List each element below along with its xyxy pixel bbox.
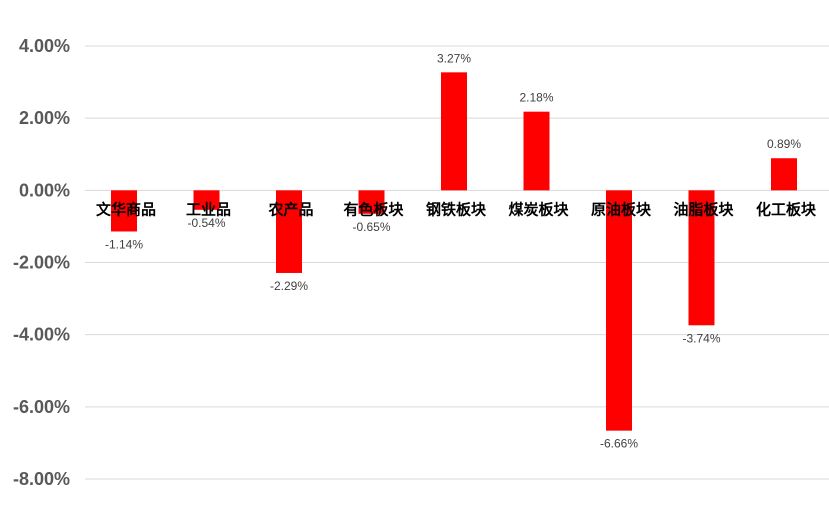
category-label: 油脂板块	[673, 200, 734, 218]
y-tick-label: -6.00%	[13, 397, 70, 417]
y-tick-label: 4.00%	[19, 36, 70, 56]
bar	[441, 72, 467, 191]
category-labels: 文华商品 工业品 农产品 有色板块 钢铁板块 煤炭板块 原油板块 油脂板块 化工板块	[96, 200, 817, 218]
category-label: 有色板块	[343, 200, 404, 218]
data-label: -2.29%	[270, 279, 308, 293]
bar	[606, 190, 632, 431]
category-label: 原油板块	[591, 200, 652, 218]
data-label: -6.66%	[600, 437, 638, 451]
data-label: 2.18%	[519, 91, 553, 105]
bar	[111, 190, 137, 232]
category-label: 工业品	[186, 200, 231, 218]
data-label: -0.54%	[187, 216, 225, 230]
bar	[523, 111, 550, 191]
category-label: 文华商品	[96, 200, 156, 218]
category-label: 农产品	[267, 200, 313, 218]
data-label: 3.27%	[437, 51, 471, 65]
data-label: -3.74%	[682, 331, 720, 345]
y-tick-label: -8.00%	[13, 469, 70, 489]
bar	[276, 190, 302, 273]
category-label: 化工板块	[756, 200, 817, 218]
data-labels: -1.14% -0.54% -2.29% -0.65% 3.27% 2.18% -6.66%…	[105, 51, 801, 450]
bar	[193, 190, 220, 210]
category-label: 煤炭板块	[508, 200, 569, 218]
bars	[111, 72, 797, 431]
data-label: -1.14%	[105, 237, 143, 251]
y-axis-tick-labels: 4.00% 2.00% 0.00% -2.00% -4.00% -6.00% -8.00%	[13, 36, 70, 489]
category-label: 钢铁板块	[426, 200, 487, 218]
y-tick-label: 2.00%	[19, 108, 70, 128]
bar	[358, 190, 385, 214]
y-tick-label: -4.00%	[13, 325, 70, 345]
y-tick-label: -2.00%	[13, 253, 70, 273]
bar	[771, 158, 797, 191]
data-label: -0.65%	[352, 220, 390, 234]
bar	[688, 190, 715, 326]
y-tick-label: 0.00%	[19, 180, 70, 200]
data-label: 0.89%	[767, 137, 801, 151]
